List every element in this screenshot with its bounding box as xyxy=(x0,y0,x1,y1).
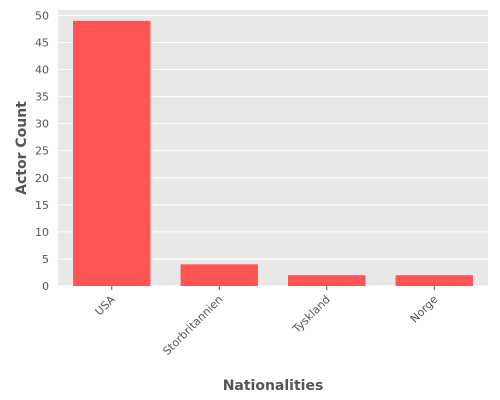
bar-usa xyxy=(73,20,151,287)
y-tick-label: 5 xyxy=(42,253,49,266)
x-tick-label: Tyskland xyxy=(289,293,332,336)
y-axis-label: Actor Count xyxy=(14,101,30,195)
y-tick-label: 40 xyxy=(35,64,49,77)
y-tick-label: 15 xyxy=(35,199,49,212)
bar-tyskland xyxy=(288,275,366,286)
y-tick-label: 30 xyxy=(35,118,49,131)
x-tick-label: Storbritannien xyxy=(160,293,225,358)
y-tick-label: 50 xyxy=(35,9,49,22)
bars xyxy=(73,20,473,287)
bar-norge xyxy=(395,275,473,286)
bar-storbritannien xyxy=(180,264,258,286)
y-tick-label: 25 xyxy=(35,145,49,158)
y-tick-label: 45 xyxy=(35,36,49,49)
y-tick-label: 20 xyxy=(35,172,49,185)
x-tick-label: USA xyxy=(93,293,119,319)
y-tick-label: 0 xyxy=(42,280,49,293)
y-tick-label: 35 xyxy=(35,91,49,104)
x-axis-ticks: USA Storbritannien Tyskland Norge xyxy=(93,286,441,358)
y-tick-label: 10 xyxy=(35,226,49,239)
x-tick-label: Norge xyxy=(408,293,441,326)
x-axis-label: Nationalities xyxy=(223,378,324,394)
y-axis-ticks: 0 5 10 15 20 25 30 35 40 45 50 xyxy=(35,9,49,293)
